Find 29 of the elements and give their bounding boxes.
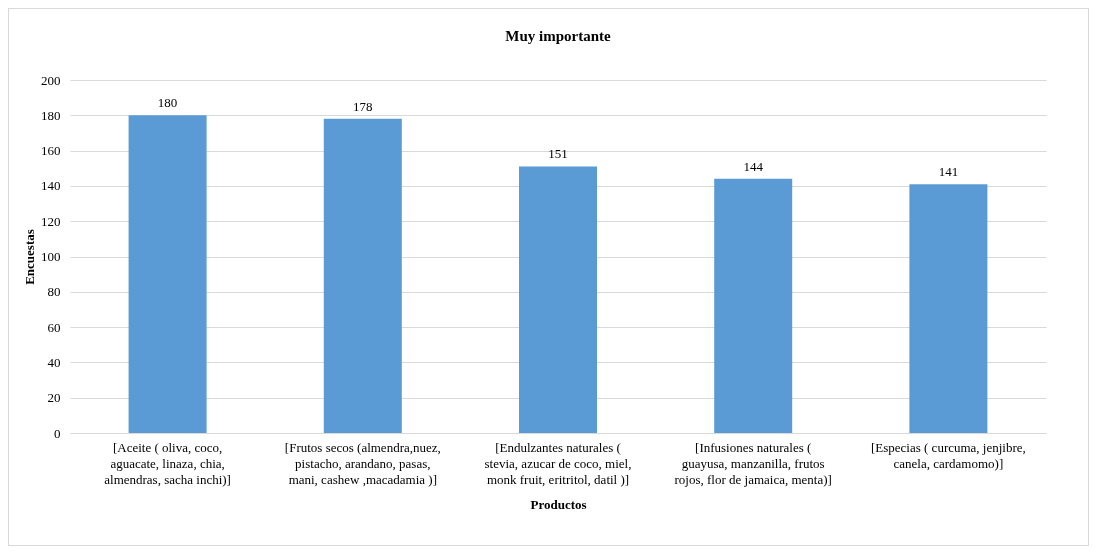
x-axis-title: Productos [530,496,587,512]
y-tick-label: 20 [47,390,61,406]
y-tick-label: 200 [41,72,61,88]
bar [323,118,402,433]
y-tick-label: 40 [47,354,61,370]
bar [128,115,207,433]
bar [714,178,793,433]
x-tick-label: [Infusiones naturales ( guayusa, manzanilla, frutos rojos, flor de jamaica, menta)] [674,439,832,487]
x-tick-label: [Frutos secos (almendra,nuez, pistacho, arandano, pasas, mani, cashew ,macadamia )] [284,439,441,487]
y-tick-label: 0 [54,425,61,441]
bar [909,184,988,433]
data-label: 151 [548,146,568,162]
data-label: 144 [743,158,764,174]
y-axis-title: Encuestas [22,229,37,285]
y-tick-label: 100 [41,249,61,264]
y-tick-label: 120 [41,213,61,229]
bar [519,166,597,433]
y-tick-label: 60 [47,319,61,335]
data-label: 180 [157,95,178,111]
y-tick-label: 160 [41,143,61,159]
chart-title: Muy importante [505,28,612,44]
y-tick-label: 180 [41,107,61,123]
y-tick-label: 140 [41,178,61,194]
x-tick-label: [Aceite ( oliva, coco, aguacate, linaza, chia, almendras, sacha inchi)] [104,439,231,487]
y-tick-label: 80 [47,284,61,300]
x-tick-label: [Especias ( curcuma, jenjibre, canela, cardamomo)] [870,439,1026,471]
data-label: 178 [353,98,373,114]
data-label: 141 [938,164,959,180]
x-tick-label: [Endulzantes naturales ( stevia, azucar de coco, miel, monk fruit, eritritol, datil )] [484,439,632,487]
